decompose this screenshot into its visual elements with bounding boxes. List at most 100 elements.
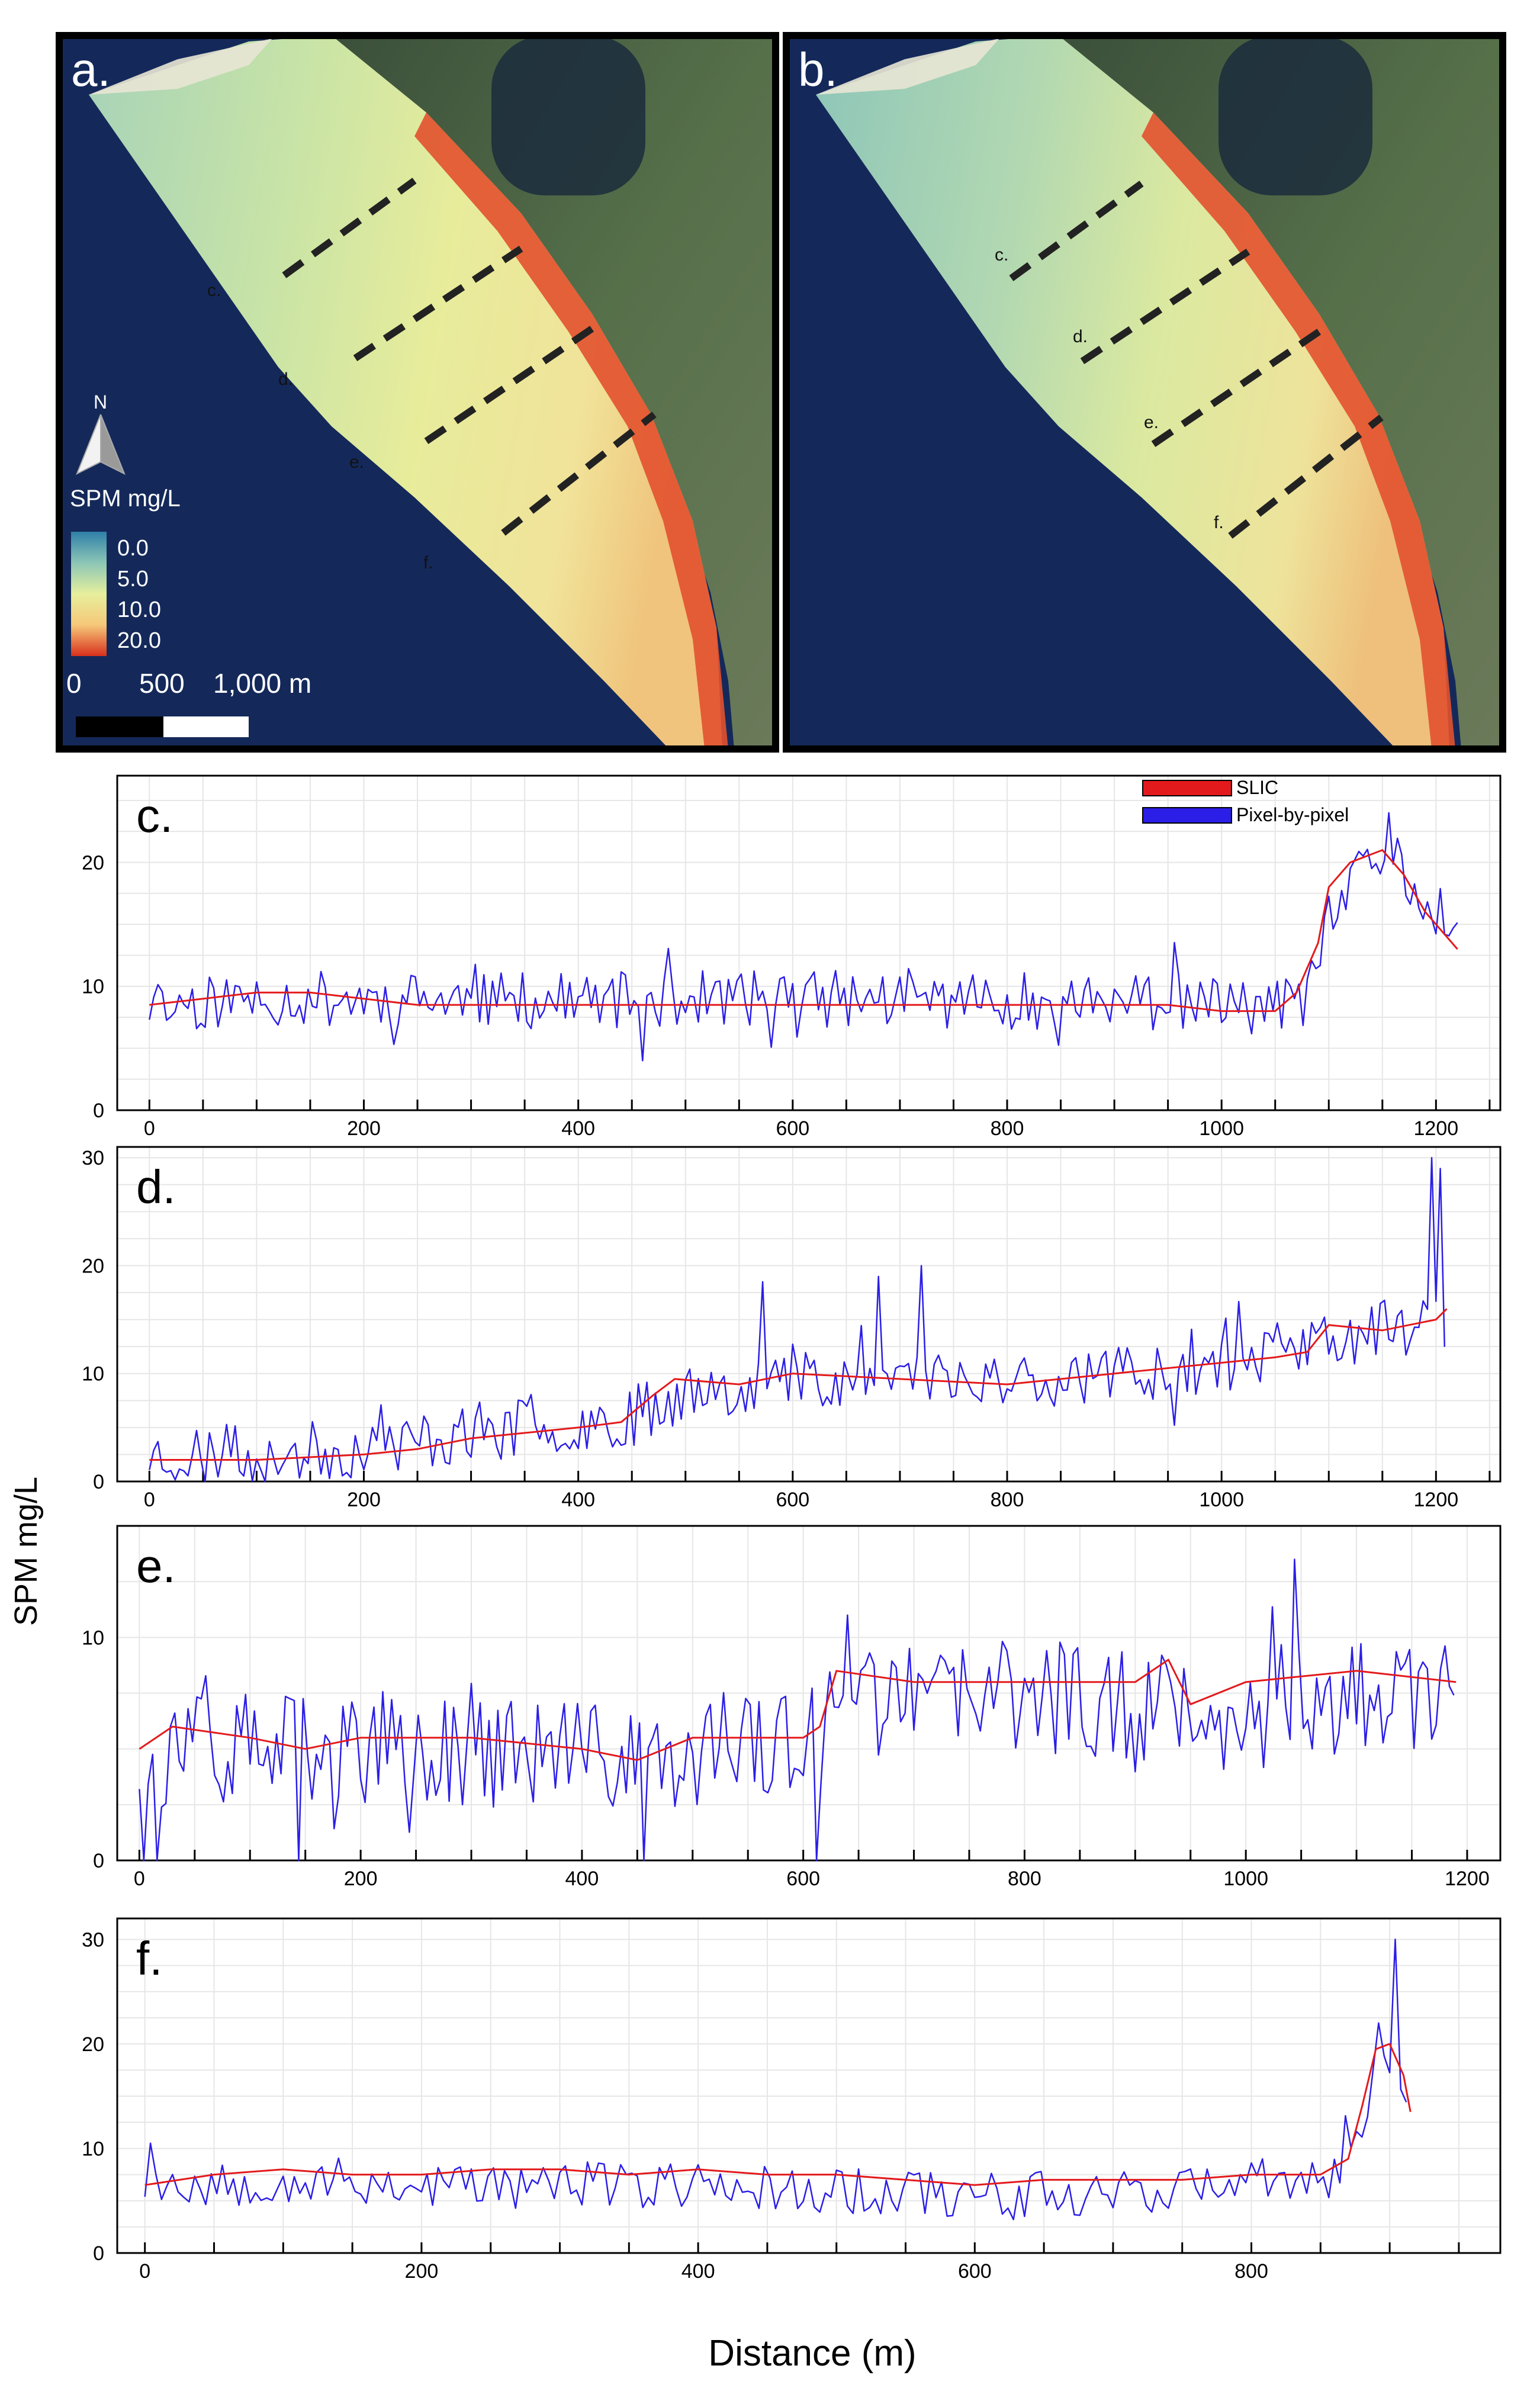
series-pixel-by-pixel [149, 1156, 1446, 1483]
scale-label-0: 0 [66, 668, 82, 699]
transect-label-f: f. [423, 553, 433, 573]
series-slic [144, 2043, 1412, 2186]
y-tick-label: 20 [82, 1255, 104, 1277]
panel-label: f. [136, 1932, 162, 1985]
panel-label-a: a. [71, 43, 111, 96]
x-tick-label: 1000 [1223, 1868, 1268, 1890]
coastal-high-spm-2 [816, 38, 999, 95]
y-tick-label: 10 [82, 1363, 104, 1386]
x-tick-label: 800 [1008, 1868, 1041, 1890]
plot-frame [116, 1146, 1502, 1483]
x-tick-label: 800 [991, 1117, 1024, 1140]
x-tick-label: 600 [776, 1117, 809, 1140]
legend-label-slic: SLIC [1236, 777, 1278, 798]
transect-f [1228, 414, 1384, 539]
transect-label-d: d. [278, 369, 293, 389]
scale-bar-white [163, 716, 249, 737]
chart-c: 0 200 400 600 800 1000 1200 0 10 20 c. [82, 774, 1502, 1140]
x-tick-label: 800 [991, 1489, 1024, 1511]
sediment-plume [89, 36, 722, 749]
transect-label-d: d. [1073, 327, 1088, 346]
y-tick-label: 30 [82, 1929, 104, 1951]
y-tick-label: 10 [82, 2138, 104, 2160]
land [332, 36, 776, 749]
y-tick-label: 0 [93, 1850, 104, 1872]
legend-title: SPM mg/L [70, 486, 181, 512]
colorbar [71, 532, 107, 656]
x-tick-label: 600 [958, 2260, 992, 2283]
y-tick-label: 0 [93, 2242, 104, 2265]
legend-swatch-slic [1142, 780, 1232, 796]
legend-tick-5: 5.0 [117, 567, 149, 592]
panel-label-b: b. [798, 43, 838, 96]
y-tick-label: 20 [82, 851, 104, 874]
x-tick-label: 200 [347, 1117, 381, 1140]
y-tick-label: 0 [93, 1471, 104, 1493]
x-tick-label: 400 [561, 1117, 595, 1140]
transect-label-e: e. [1144, 413, 1159, 432]
x-tick-label: 0 [144, 1117, 155, 1140]
north-arrow: N [76, 391, 126, 475]
chart-legend: SLIC Pixel-by-pixel [1142, 777, 1349, 825]
scale-bar-black [76, 716, 163, 737]
x-tick-label: 400 [561, 1489, 595, 1511]
chart-d: 0 200 400 600 800 1000 1200 0 10 20 30 d. [82, 1146, 1502, 1511]
chart-e: 0 200 400 600 800 1000 1200 0 10 e. [82, 1525, 1502, 1890]
x-tick-label: 800 [1234, 2260, 1268, 2283]
transect-label-c: c. [207, 281, 221, 300]
map-panel-a: c. d. e. f. a. N SPM mg/L 0.0 5.0 10.0 2… [59, 36, 776, 749]
legend-tick-10: 10.0 [117, 597, 161, 622]
land [1059, 36, 1503, 749]
x-tick-label: 400 [681, 2260, 715, 2283]
chart-f: 0 200 400 600 800 0 10 20 30 f. [82, 1917, 1502, 2283]
scale-label-500: 500 [139, 668, 185, 699]
series-pixel-by-pixel [149, 812, 1458, 1062]
north-label: N [94, 391, 107, 413]
x-tick-label: 1000 [1199, 1117, 1244, 1140]
legend-label-pixel: Pixel-by-pixel [1236, 804, 1349, 825]
map-panel-b: c. d. e. f. b. [786, 36, 1503, 749]
series-slic [149, 849, 1458, 1013]
legend-tick-20: 20.0 [117, 628, 161, 653]
transect-label-c: c. [995, 245, 1008, 265]
transect-label-e: e. [349, 452, 364, 472]
panel-label: e. [136, 1539, 176, 1592]
x-tick-label: 0 [139, 2260, 150, 2283]
x-tick-label: 600 [776, 1489, 809, 1511]
plot-frame [116, 774, 1502, 1111]
y-axis-label: SPM mg/L [8, 1477, 44, 1626]
x-tick-label: 0 [144, 1489, 155, 1511]
panel-label: d. [136, 1161, 176, 1213]
y-tick-label: 30 [82, 1147, 104, 1169]
plot-frame [116, 1917, 1502, 2254]
sediment-plume [816, 36, 1449, 749]
transect-c [282, 178, 417, 278]
y-tick-label: 20 [82, 2033, 104, 2056]
y-tick-label: 10 [82, 1627, 104, 1649]
reservoir [491, 36, 645, 195]
x-tick-label: 1000 [1199, 1489, 1244, 1511]
scale-label-1000: 1,000 m [213, 668, 311, 699]
x-axis-label: Distance (m) [708, 2333, 916, 2374]
series-slic [149, 1308, 1448, 1461]
x-tick-label: 1200 [1414, 1489, 1459, 1511]
x-tick-label: 400 [565, 1868, 599, 1890]
y-tick-label: 10 [82, 976, 104, 998]
series-pixel-by-pixel [144, 1939, 1407, 2220]
x-tick-label: 0 [134, 1868, 145, 1890]
series-pixel-by-pixel [139, 1558, 1455, 1862]
transect-f [501, 412, 657, 536]
legend-tick-0: 0.0 [117, 536, 149, 561]
y-tick-label: 0 [93, 1100, 104, 1122]
transect-label-f: f. [1214, 513, 1224, 532]
x-tick-label: 600 [786, 1868, 820, 1890]
x-tick-label: 1200 [1414, 1117, 1459, 1140]
transect-c [1009, 181, 1144, 281]
legend-swatch-pixel [1142, 807, 1232, 824]
x-tick-label: 200 [405, 2260, 439, 2283]
x-tick-label: 1200 [1445, 1868, 1490, 1890]
series-slic [139, 1659, 1457, 1761]
x-tick-label: 200 [344, 1868, 378, 1890]
x-tick-label: 200 [347, 1489, 381, 1511]
